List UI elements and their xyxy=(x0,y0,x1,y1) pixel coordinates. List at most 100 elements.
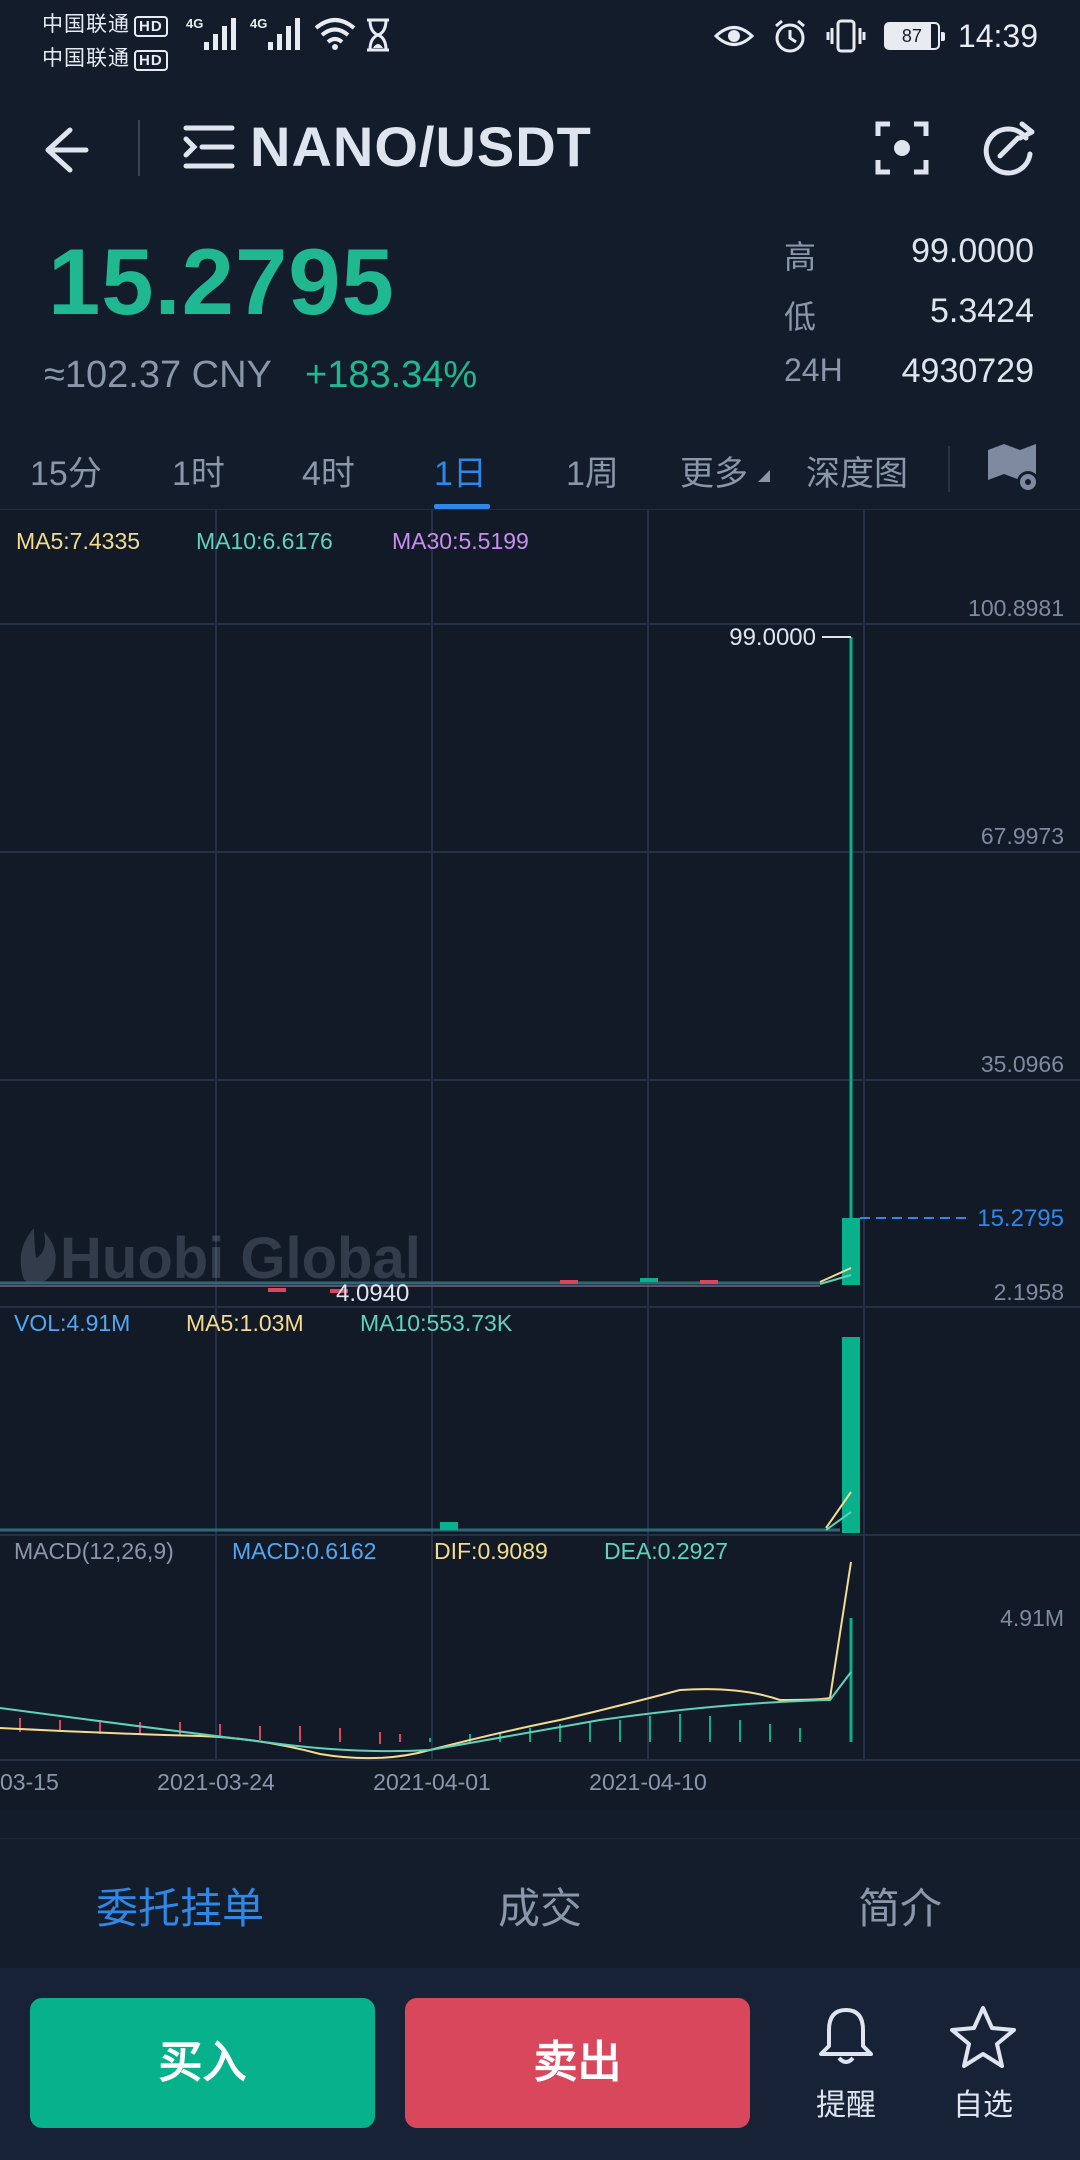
carrier-1: 中国联通 HD xyxy=(42,8,168,38)
alert-label[interactable]: 提醒 xyxy=(816,2089,876,2122)
tab-1hour[interactable]: 1时 xyxy=(172,455,225,493)
tab-trades[interactable]: 成交 xyxy=(498,1885,583,1932)
active-tab-indicator xyxy=(434,504,490,509)
hourglass-icon xyxy=(367,18,389,52)
volume-bars xyxy=(0,1337,860,1533)
candles-history xyxy=(0,1278,820,1293)
back-button[interactable] xyxy=(36,118,100,182)
buy-button[interactable]: 买入 xyxy=(30,1998,375,2128)
stat-volume: 24H 4930729 xyxy=(784,352,1034,396)
favorite-button[interactable] xyxy=(948,2004,1018,2068)
last-candle-body xyxy=(842,1218,860,1285)
status-right: 87 14:39 xyxy=(713,14,1038,58)
kline-chart[interactable]: Huobi Global 100.8981 67.9973 35.0966 2.… xyxy=(0,510,1080,1810)
macd-title: MACD(12,26,9) xyxy=(14,1538,174,1564)
battery-level: 87 xyxy=(901,26,922,46)
last-price: 15.2795 xyxy=(48,229,395,334)
chart-settings-icon xyxy=(988,444,1039,493)
dif-legend: DIF:0.9089 xyxy=(434,1538,548,1564)
back-arrow-icon xyxy=(45,127,89,173)
x-axis-label: 03-15 xyxy=(0,1769,59,1795)
stat-low: 低 5.3424 xyxy=(784,292,1034,336)
price-axis-label: 67.9973 xyxy=(981,823,1064,849)
scan-icon xyxy=(875,121,929,175)
price-cny: ≈102.37 CNY xyxy=(44,354,272,396)
stat-volume-value: 4930729 xyxy=(901,352,1034,390)
vol-ma10-legend: MA10:553.73K xyxy=(360,1310,513,1336)
dif-line xyxy=(0,1561,852,1760)
dea-line xyxy=(0,1671,852,1753)
hd-badge-2: HD xyxy=(134,50,168,71)
tab-intro[interactable]: 简介 xyxy=(858,1885,943,1932)
price-axis-label: 100.8981 xyxy=(968,595,1064,621)
menu-icon xyxy=(183,125,235,169)
sell-button[interactable]: 卖出 xyxy=(405,1998,750,2128)
bell-icon xyxy=(819,2008,873,2064)
x-axis-label: 2021-03-24 xyxy=(157,1769,275,1795)
alarm-icon xyxy=(774,19,805,53)
vol-ma5-legend: MA5:1.03M xyxy=(186,1310,304,1336)
low-marker: 4.0940 xyxy=(336,1280,409,1307)
tabs-divider xyxy=(948,446,950,492)
share-button[interactable] xyxy=(978,118,1038,178)
x-axis-label: 2021-04-01 xyxy=(373,1769,491,1795)
vol-legend: VOL:4.91M xyxy=(14,1310,131,1336)
tab-1week[interactable]: 1周 xyxy=(566,455,619,493)
chart-settings-button[interactable] xyxy=(984,440,1044,496)
price-change: +183.34% xyxy=(305,354,478,396)
tab-order-book[interactable]: 委托挂单 xyxy=(96,1885,265,1932)
tab-more[interactable]: 更多 xyxy=(680,455,748,493)
battery-icon: 87 xyxy=(883,22,945,50)
tab-depth-chart[interactable]: 深度图 xyxy=(806,455,908,493)
carrier-2: 中国联通 HD xyxy=(42,42,168,72)
hd-badge-1: HD xyxy=(134,16,168,37)
status-time: 14:39 xyxy=(957,17,1038,54)
refresh-icon xyxy=(983,121,1035,176)
alert-button[interactable] xyxy=(811,2004,881,2068)
macd-legend: MACD:0.6162 xyxy=(232,1538,377,1564)
x-axis-label: 2021-04-10 xyxy=(589,1769,707,1795)
chart-grid xyxy=(0,510,1080,1761)
signal-icon-1 xyxy=(204,14,244,50)
vol-ma10-line xyxy=(825,1511,852,1531)
action-bar: 买入 卖出 提醒 自选 xyxy=(0,1968,1080,2160)
dea-legend: DEA:0.2927 xyxy=(604,1538,729,1564)
tab-1day[interactable]: 1日 xyxy=(434,455,487,493)
price-axis-label: 35.0966 xyxy=(981,1051,1064,1077)
header: NANO/USDT xyxy=(0,100,1080,196)
tab-4hour[interactable]: 4时 xyxy=(302,455,355,493)
last-price-marker: 15.2795 xyxy=(977,1205,1064,1232)
stat-volume-label: 24H xyxy=(784,352,843,388)
screenshot-button[interactable] xyxy=(874,120,930,176)
favorite-label[interactable]: 自选 xyxy=(953,2089,1013,2122)
star-icon xyxy=(950,2006,1016,2068)
stat-high: 高 99.0000 xyxy=(784,232,1034,276)
price-axis-label: 2.1958 xyxy=(994,1279,1064,1305)
network-type-2: 4G xyxy=(250,16,268,31)
interval-tabs: 15分 1时 4时 1日 1周 更多 深度图 xyxy=(0,432,1080,510)
stat-low-label: 低 xyxy=(784,299,817,335)
status-bar: 中国联通 HD 中国联通 HD 4G 4G xyxy=(0,0,1080,76)
eye-icon xyxy=(713,26,754,46)
ma10-legend: MA10:6.6176 xyxy=(196,528,333,554)
signal-icon-2 xyxy=(268,14,308,50)
tab-15min[interactable]: 15分 xyxy=(30,455,102,493)
pair-menu-button[interactable] xyxy=(182,122,236,172)
pair-title[interactable]: NANO/USDT xyxy=(250,115,592,178)
volume-axis-max: 4.91M xyxy=(1000,1605,1064,1631)
high-marker: 99.0000 xyxy=(729,624,816,651)
ma5-legend: MA5:7.4335 xyxy=(16,528,141,554)
ma10-line xyxy=(819,1274,852,1285)
detail-tabs: 委托挂单 成交 简介 xyxy=(0,1838,1080,1968)
ma30-legend: MA30:5.5199 xyxy=(392,528,529,554)
carrier-1-name: 中国联通 xyxy=(42,13,130,36)
more-dropdown-icon xyxy=(758,470,770,482)
header-divider xyxy=(138,120,140,176)
stat-high-label: 高 xyxy=(784,239,817,275)
stat-high-value: 99.0000 xyxy=(911,232,1034,270)
carrier-2-name: 中国联通 xyxy=(42,47,130,70)
wifi-icon xyxy=(314,18,356,50)
watermark-text: Huobi Global xyxy=(60,1226,421,1291)
kline-chart-canvas[interactable]: Huobi Global 100.8981 67.9973 35.0966 2.… xyxy=(0,510,1080,1810)
